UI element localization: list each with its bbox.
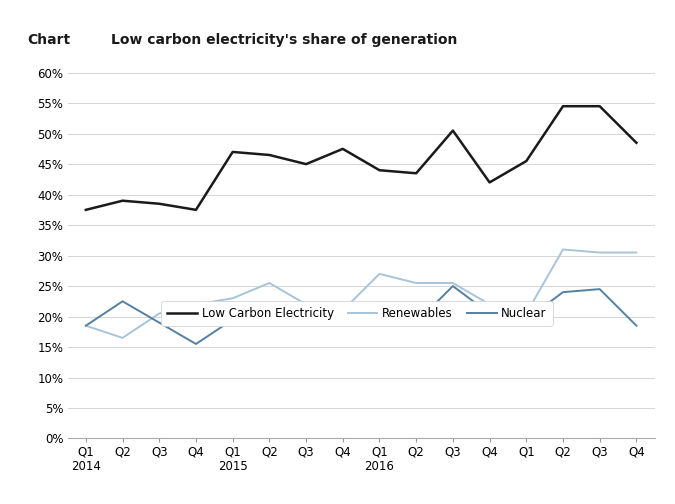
Low Carbon Electricity [82,207,90,213]
Renewables [265,280,273,286]
Low Carbon Electricity [375,167,383,173]
Nuclear [339,307,347,313]
Legend: Low Carbon Electricity, Renewables, Nuclear: Low Carbon Electricity, Renewables, Nucl… [161,301,553,326]
Renewables [192,301,200,307]
Low Carbon Electricity [229,149,237,155]
Text: Low carbon electricity's share of generation: Low carbon electricity's share of genera… [111,33,458,47]
Renewables [559,246,567,253]
Nuclear [229,317,237,323]
Nuclear [632,323,641,329]
Renewables [155,310,163,317]
Renewables [82,323,90,329]
Low Carbon Electricity [559,103,567,109]
Low Carbon Electricity [522,158,531,164]
Line: Renewables: Renewables [86,249,637,338]
Renewables [302,301,310,307]
Renewables [449,280,457,286]
Nuclear [302,304,310,310]
Low Carbon Electricity [302,161,310,167]
Low Carbon Electricity [119,198,127,204]
Renewables [229,295,237,301]
Nuclear [155,320,163,326]
Nuclear [375,320,383,326]
Nuclear [82,323,90,329]
Renewables [412,280,421,286]
Low Carbon Electricity [339,146,347,152]
Low Carbon Electricity [192,207,200,213]
Renewables [339,307,347,313]
Text: Chart: Chart [27,33,70,47]
Renewables [522,310,531,317]
Line: Nuclear: Nuclear [86,286,637,344]
Nuclear [265,304,273,310]
Renewables [119,335,127,341]
Renewables [595,249,603,256]
Low Carbon Electricity [265,152,273,158]
Renewables [632,249,641,256]
Low Carbon Electricity [412,170,421,176]
Nuclear [412,320,421,326]
Renewables [485,301,493,307]
Low Carbon Electricity [632,140,641,146]
Low Carbon Electricity [485,179,493,185]
Nuclear [119,298,127,304]
Low Carbon Electricity [155,201,163,207]
Line: Low Carbon Electricity: Low Carbon Electricity [86,106,637,210]
Low Carbon Electricity [595,103,603,109]
Nuclear [192,341,200,347]
Nuclear [595,286,603,292]
Nuclear [522,317,531,323]
Nuclear [485,310,493,317]
Low Carbon Electricity [449,128,457,134]
Nuclear [449,283,457,289]
Renewables [375,271,383,277]
Nuclear [559,289,567,295]
